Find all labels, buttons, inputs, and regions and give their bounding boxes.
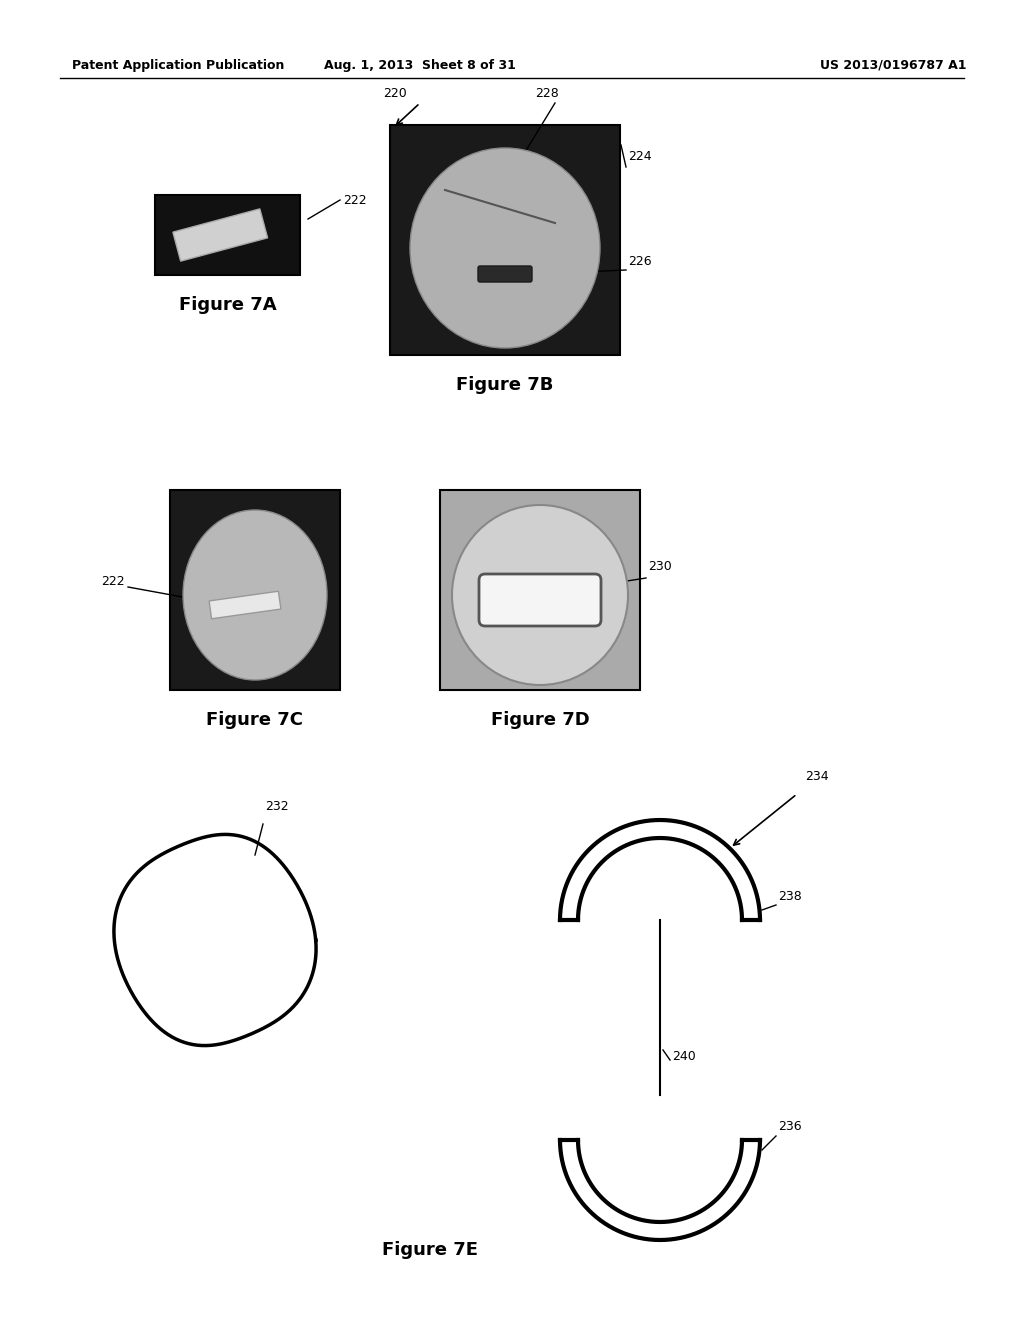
Bar (155, 195, 300, 275)
Text: 230: 230 (648, 560, 672, 573)
Text: Figure 7B: Figure 7B (457, 376, 554, 393)
Bar (390, 125, 620, 355)
Text: Figure 7E: Figure 7E (382, 1241, 478, 1259)
Text: 240: 240 (672, 1049, 695, 1063)
Text: 228: 228 (535, 87, 559, 100)
Ellipse shape (410, 148, 600, 348)
Text: Patent Application Publication: Patent Application Publication (72, 58, 285, 71)
Ellipse shape (183, 510, 327, 680)
Text: 224: 224 (628, 150, 651, 162)
Bar (170, 490, 340, 690)
Text: 222: 222 (343, 194, 367, 206)
Text: 220: 220 (383, 87, 407, 100)
Bar (440, 490, 640, 690)
Text: 234: 234 (805, 770, 828, 783)
Text: Figure 7D: Figure 7D (490, 711, 590, 729)
Text: Figure 7A: Figure 7A (178, 296, 276, 314)
Text: 236: 236 (778, 1119, 802, 1133)
Text: 232: 232 (265, 800, 289, 813)
Ellipse shape (426, 164, 584, 333)
Text: US 2013/0196787 A1: US 2013/0196787 A1 (820, 58, 967, 71)
Text: Aug. 1, 2013  Sheet 8 of 31: Aug. 1, 2013 Sheet 8 of 31 (324, 58, 516, 71)
Polygon shape (173, 209, 267, 261)
FancyBboxPatch shape (479, 574, 601, 626)
Ellipse shape (418, 156, 592, 341)
Text: 226: 226 (628, 255, 651, 268)
Text: Figure 7C: Figure 7C (207, 711, 303, 729)
Ellipse shape (452, 506, 628, 685)
Polygon shape (209, 591, 281, 619)
Ellipse shape (410, 148, 600, 348)
FancyBboxPatch shape (478, 267, 532, 282)
Text: 238: 238 (778, 890, 802, 903)
Text: 222: 222 (101, 576, 125, 587)
